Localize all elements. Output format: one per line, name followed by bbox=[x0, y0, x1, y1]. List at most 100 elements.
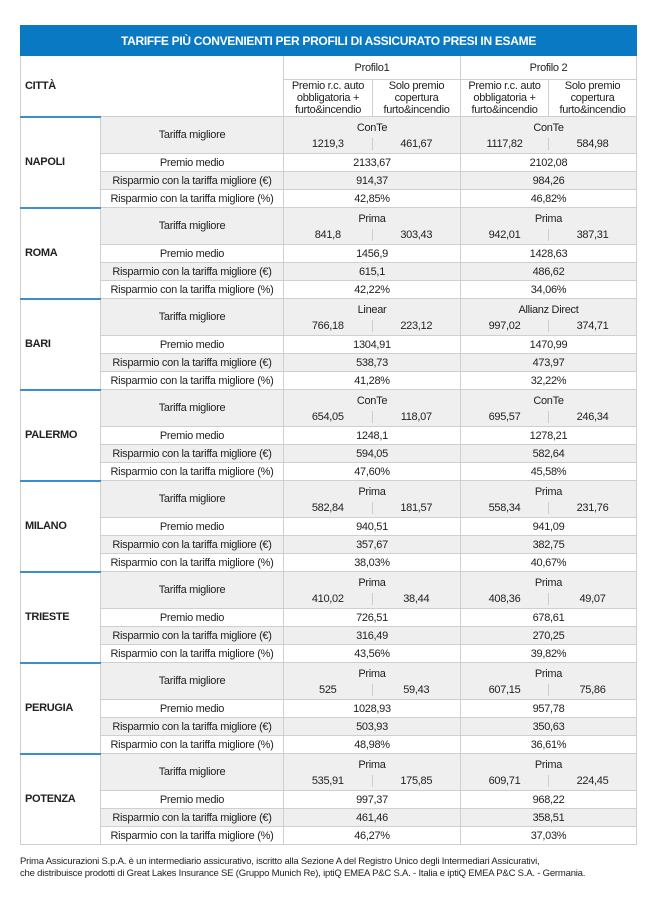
premium-rc-furto: 410,02 bbox=[284, 593, 373, 605]
city-name: POTENZA bbox=[20, 752, 101, 845]
row-label: Risparmio con la tariffa migliore (€) bbox=[100, 444, 284, 463]
row-label: Premio medio bbox=[100, 335, 284, 354]
table-row: Risparmio con la tariffa migliore (%) 38,… bbox=[20, 553, 637, 572]
premium-rc-furto: 654,05 bbox=[284, 411, 373, 423]
p1-avg: 1248,1 bbox=[283, 426, 461, 445]
table-row: Premio medio 940,51 941,09 bbox=[20, 517, 637, 536]
premium-furto-only: 75,86 bbox=[579, 684, 606, 696]
table-row: Risparmio con la tariffa migliore (€) 461… bbox=[20, 808, 637, 827]
premium-rc-furto: 942,01 bbox=[461, 229, 549, 241]
row-label: Premio medio bbox=[100, 426, 284, 445]
premium-rc-furto: 535,91 bbox=[284, 775, 373, 787]
premium-furto-only: 223,12 bbox=[400, 320, 433, 332]
table-row: Premio medio 1304,91 1470,99 bbox=[20, 335, 637, 354]
table-row: Risparmio con la tariffa migliore (%) 46,… bbox=[20, 826, 637, 845]
p2-save_pct: 46,82% bbox=[460, 189, 637, 208]
premium-furto-only: 175,85 bbox=[400, 775, 433, 787]
provider-name: Prima bbox=[358, 668, 386, 680]
premium-furto-only: 224,45 bbox=[576, 775, 609, 787]
row-label: Risparmio con la tariffa migliore (%) bbox=[100, 553, 284, 572]
premium-furto-only: 303,43 bbox=[400, 229, 433, 241]
city-header: CITTÀ bbox=[20, 55, 284, 117]
row-label: Tariffa migliore bbox=[100, 753, 284, 791]
city-name: BARI bbox=[20, 297, 101, 390]
premium-furto-only: 59,43 bbox=[403, 684, 430, 696]
p1-avg: 1304,91 bbox=[283, 335, 461, 354]
provider-name: Prima bbox=[534, 577, 563, 589]
premium-rc-furto: 997,02 bbox=[461, 320, 549, 332]
profile1-header: Profilo1 bbox=[283, 55, 461, 80]
best-tariff-p1: Prima 535,91 175,85 bbox=[283, 753, 461, 791]
best-tariff-p1: ConTe 1219,3 461,67 bbox=[283, 116, 461, 154]
p1-avg: 1456,9 bbox=[283, 244, 461, 263]
p1-col-a-header: Premio r.c. auto obbligatoria + furto&in… bbox=[283, 79, 373, 117]
premium-rc-furto: 525 bbox=[284, 684, 373, 696]
row-label: Tariffa migliore bbox=[100, 207, 284, 245]
provider-name: Prima bbox=[358, 486, 386, 498]
p2-save_eur: 358,51 bbox=[460, 808, 637, 827]
table-row: Premio medio 2133,67 2102,08 bbox=[20, 153, 637, 172]
row-label: Tariffa migliore bbox=[100, 662, 284, 700]
p1-save_eur: 316,49 bbox=[283, 626, 461, 645]
provider-name: Linear bbox=[357, 304, 387, 316]
best-tariff-p1: Prima 525 59,43 bbox=[283, 662, 461, 700]
table-row: Risparmio con la tariffa migliore (%) 48,… bbox=[20, 735, 637, 754]
premium-furto-only: 231,76 bbox=[576, 502, 609, 514]
p2-save_eur: 582,64 bbox=[460, 444, 637, 463]
row-label: Tariffa migliore bbox=[100, 480, 284, 518]
table-row: Risparmio con la tariffa migliore (€) 316… bbox=[20, 626, 637, 645]
table-row: Premio medio 1456,9 1428,63 bbox=[20, 244, 637, 263]
provider-name: Prima bbox=[534, 213, 563, 225]
provider-name: Prima bbox=[534, 486, 563, 498]
provider-name: Prima bbox=[358, 213, 386, 225]
premium-furto-only: 246,34 bbox=[576, 411, 609, 423]
p2-avg: 941,09 bbox=[460, 517, 637, 536]
p1-save_eur: 594,05 bbox=[283, 444, 461, 463]
table-row: Risparmio con la tariffa migliore (€) 357… bbox=[20, 535, 637, 554]
p2-save_eur: 382,75 bbox=[460, 535, 637, 554]
footnote-line: che distribuisce prodotti di Great Lakes… bbox=[20, 868, 586, 879]
profile2-header: Profilo 2 bbox=[460, 55, 637, 80]
p1-save_pct: 47,60% bbox=[283, 462, 461, 481]
city-name: PERUGIA bbox=[20, 661, 101, 754]
row-label: Risparmio con la tariffa migliore (%) bbox=[100, 462, 284, 481]
p2-save_eur: 984,26 bbox=[460, 171, 637, 190]
p2-avg: 678,61 bbox=[460, 608, 637, 627]
table-row: Risparmio con la tariffa migliore (%) 42,… bbox=[20, 280, 637, 299]
p2-avg: 1470,99 bbox=[460, 335, 637, 354]
row-label: Premio medio bbox=[100, 244, 284, 263]
footnote: Prima Assicurazioni S.p.A. è un intermed… bbox=[20, 856, 585, 880]
row-label: Premio medio bbox=[100, 517, 284, 536]
premium-rc-furto: 841,8 bbox=[284, 229, 373, 241]
row-label: Premio medio bbox=[100, 790, 284, 809]
table-row: POTENZA Tariffa migliore Prima 535,91 175,85… bbox=[20, 752, 637, 845]
p2-save_eur: 473,97 bbox=[460, 353, 637, 372]
row-label: Risparmio con la tariffa migliore (%) bbox=[100, 735, 284, 754]
row-label: Premio medio bbox=[100, 153, 284, 172]
p1-save_eur: 914,37 bbox=[283, 171, 461, 190]
table-row: Risparmio con la tariffa migliore (€) 594… bbox=[20, 444, 637, 463]
premium-furto-only: 38,44 bbox=[403, 593, 430, 605]
row-label: Tariffa migliore bbox=[100, 116, 284, 154]
table-row: Risparmio con la tariffa migliore (€) 914… bbox=[20, 171, 637, 190]
p1-save_pct: 46,27% bbox=[283, 826, 461, 845]
best-tariff-p1: Prima 410,02 38,44 bbox=[283, 571, 461, 609]
p1-save_eur: 503,93 bbox=[283, 717, 461, 736]
table-row: Risparmio con la tariffa migliore (€) 615… bbox=[20, 262, 637, 281]
p1-save_eur: 538,73 bbox=[283, 353, 461, 372]
tariff-table-container: TARIFFE PIÙ CONVENIENTI PER PROFILI DI A… bbox=[20, 25, 637, 845]
footnote-line: Prima Assicurazioni S.p.A. è un intermed… bbox=[20, 856, 540, 867]
provider-name: Prima bbox=[358, 577, 386, 589]
provider-name: ConTe bbox=[533, 122, 564, 134]
table-row: Premio medio 726,51 678,61 bbox=[20, 608, 637, 627]
p1-avg: 940,51 bbox=[283, 517, 461, 536]
row-label: Risparmio con la tariffa migliore (%) bbox=[100, 826, 284, 845]
p2-save_pct: 36,61% bbox=[460, 735, 637, 754]
premium-rc-furto: 766,18 bbox=[284, 320, 373, 332]
p1-save_pct: 42,85% bbox=[283, 189, 461, 208]
best-tariff-p1: Linear 766,18 223,12 bbox=[283, 298, 461, 336]
table-row: TRIESTE Tariffa migliore Prima 410,02 38,44 P… bbox=[20, 570, 637, 663]
table-row: Premio medio 1248,1 1278,21 bbox=[20, 426, 637, 445]
p2-save_pct: 40,67% bbox=[460, 553, 637, 572]
premium-rc-furto: 1117,82 bbox=[461, 138, 549, 150]
